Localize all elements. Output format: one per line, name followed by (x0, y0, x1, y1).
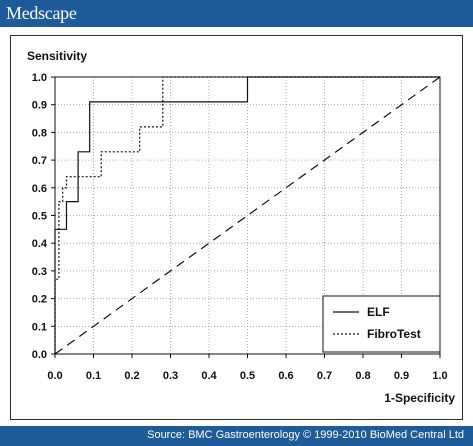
y-tick-label: 0.7 (32, 155, 47, 167)
x-tick-label: 0.9 (394, 370, 409, 382)
tick-labels: 0.0 0.1 0.2 0.3 0.4 0.5 0.6 0.7 0.8 0.9 1.0 0.0 0.1 0… (32, 72, 448, 382)
brand-logo[interactable]: Medscape (6, 3, 77, 23)
x-tick-label: 0.1 (86, 370, 101, 382)
x-tick-label: 0.4 (201, 370, 217, 382)
series-layer (54, 76, 441, 355)
fibrotest-curve (54, 76, 440, 354)
x-tick-label: 0.8 (355, 370, 370, 382)
x-tick-label: 0.7 (317, 370, 332, 382)
legend-label-fibrotest: FibroTest (367, 327, 421, 341)
y-tick-label: 0.1 (32, 321, 47, 333)
elf-curve (54, 76, 440, 354)
y-tick-label: 0.0 (32, 349, 47, 361)
legend-box (322, 295, 441, 353)
y-tick-label: 0.8 (32, 127, 47, 139)
y-tick-label: 0.2 (32, 294, 47, 306)
x-tick-label: 1.0 (432, 370, 447, 382)
x-tick-label: 0.6 (278, 370, 293, 382)
chart-frame (10, 35, 463, 420)
footer-bar: Source: BMC Gastroenterology © 1999-2010… (0, 426, 473, 446)
x-tick-label: 0.0 (47, 370, 62, 382)
legend-label-elf: ELF (367, 305, 390, 319)
legend: ELF FibroTest (322, 295, 441, 353)
x-axis-label: 1-Specificity (384, 391, 455, 405)
y-tick-label: 0.5 (32, 211, 47, 223)
y-tick-label: 0.4 (32, 238, 48, 250)
reference-diagonal (54, 76, 441, 355)
y-tick-label: 0.6 (32, 183, 47, 195)
y-tick-label: 1.0 (32, 72, 47, 84)
x-tick-label: 0.5 (240, 370, 255, 382)
header-bar: Medscape (0, 0, 473, 27)
y-tick-label: 0.3 (32, 266, 47, 278)
source-credit: Source: BMC Gastroenterology © 1999-2010… (147, 429, 464, 441)
x-tick-label: 0.3 (163, 370, 178, 382)
y-tick-label: 0.9 (32, 100, 47, 112)
y-axis-label: Sensitivity (27, 49, 87, 63)
x-tick-label: 0.2 (124, 370, 139, 382)
grid (55, 77, 440, 354)
